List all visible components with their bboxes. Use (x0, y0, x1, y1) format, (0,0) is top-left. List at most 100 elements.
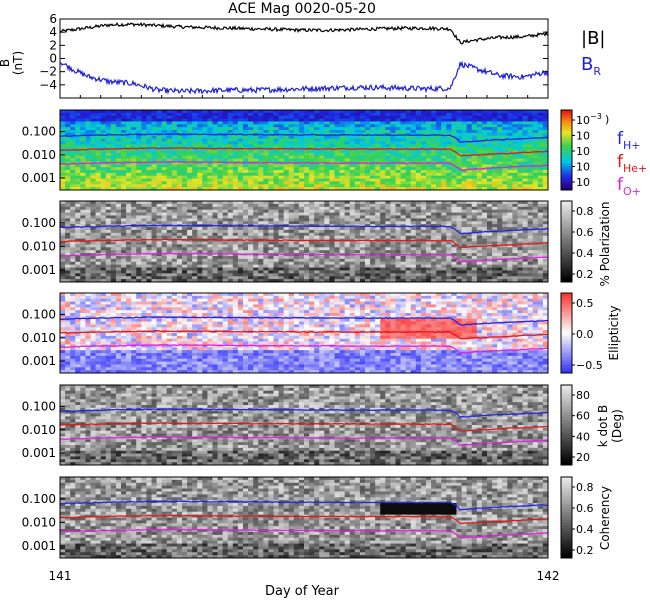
heatmap-cell (512, 115, 518, 120)
heatmap-cell (115, 152, 122, 157)
heatmap-cell (344, 212, 351, 216)
heatmap-cell (70, 170, 76, 174)
heatmap-cell (283, 215, 290, 219)
heatmap-cell (334, 115, 341, 120)
heatmap-cell (151, 244, 158, 248)
heatmap-cell (324, 141, 330, 145)
heatmap-cell (85, 172, 91, 177)
heatmap-cell (436, 184, 442, 188)
heatmap-cell (151, 118, 158, 122)
heatmap-cell (339, 270, 346, 274)
heatmap-cell (339, 167, 346, 171)
heatmap-cell (502, 138, 508, 142)
heatmap-cell (410, 175, 417, 180)
heatmap-cell (456, 164, 463, 168)
heatmap-cell (166, 161, 173, 165)
heatmap-cell (217, 244, 224, 248)
heatmap-cell (537, 172, 544, 177)
heatmap-cell (115, 124, 122, 128)
heatmap-cell (171, 203, 178, 208)
heatmap-cell (293, 115, 300, 120)
heatmap-cell (441, 241, 447, 245)
heatmap-cell (192, 264, 198, 269)
heatmap-cell (319, 167, 325, 171)
heatmap-cell (65, 241, 71, 245)
heatmap-cell (527, 152, 534, 157)
heatmap-cell (105, 172, 112, 177)
heatmap-cell (75, 141, 81, 145)
heatmap-cell (522, 184, 529, 188)
heatmap-cell (426, 115, 432, 120)
heatmap-cell (176, 255, 183, 260)
heatmap-cell (415, 184, 422, 188)
heatmap-cell (80, 118, 86, 122)
heatmap-cell (283, 279, 290, 283)
heatmap-cell (375, 181, 381, 185)
heatmap-cell (314, 258, 320, 263)
heatmap-cell (456, 115, 463, 120)
heatmap-cell (176, 247, 183, 251)
heatmap-cell (176, 221, 183, 225)
heatmap-cell (288, 270, 295, 274)
heatmap-cell (492, 112, 498, 117)
heatmap-cell (298, 130, 305, 134)
heatmap-cell (375, 175, 381, 180)
heatmap-cell (105, 270, 112, 274)
heatmap-cell (131, 144, 137, 148)
heatmap-cell (243, 279, 249, 283)
heatmap-cell (105, 135, 112, 140)
heatmap-cell (141, 276, 147, 280)
heatmap-cell (237, 273, 244, 277)
heatmap-cell (329, 201, 335, 205)
heatmap-cell (314, 172, 320, 177)
heatmap-cell (497, 135, 503, 140)
heatmap-cell (298, 150, 305, 154)
heatmap-cell (334, 244, 341, 248)
heatmap-cell (431, 212, 437, 216)
heatmap-cell (522, 158, 529, 162)
heatmap-cell (237, 244, 244, 248)
heatmap-cell (395, 247, 402, 251)
heatmap-cell (182, 124, 188, 128)
heatmap-cell (268, 164, 274, 168)
heatmap-cell (197, 273, 203, 277)
heatmap-cell (512, 167, 518, 171)
heatmap-cell (334, 152, 341, 157)
colorbar-segment (561, 168, 572, 172)
heatmap-cell (263, 270, 269, 274)
heatmap-cell (349, 175, 356, 180)
heatmap-cell (349, 267, 356, 271)
heatmap-cell (227, 212, 234, 216)
heatmap-cell (187, 141, 193, 145)
heatmap-cell (146, 206, 152, 211)
heatmap-cell (537, 138, 544, 142)
heatmap-cell (278, 250, 285, 254)
heatmap-cell (431, 244, 437, 248)
heatmap-cell (405, 273, 412, 277)
heatmap-cell (182, 203, 188, 208)
heatmap-cell (288, 218, 295, 222)
heatmap-cell (110, 124, 117, 128)
heatmap-cell (431, 178, 437, 182)
heatmap-cell (187, 229, 193, 234)
heatmap-cell (227, 241, 234, 245)
heatmap-cell (415, 167, 422, 171)
heatmap-cell (207, 172, 213, 177)
heatmap-cell (492, 172, 498, 177)
heatmap-cell (385, 152, 391, 157)
colorbar-segment (561, 179, 572, 183)
heatmap-cell (263, 152, 269, 157)
heatmap-cell (431, 175, 437, 180)
heatmap-cell (232, 124, 239, 128)
heatmap-cell (441, 206, 447, 211)
heatmap-cell (370, 124, 376, 128)
heatmap-cell (268, 138, 274, 142)
heatmap-cell (334, 124, 341, 128)
heatmap-cell (95, 232, 102, 237)
heatmap-cell (136, 218, 142, 222)
heatmap-cell (370, 212, 376, 216)
heatmap-cell (187, 158, 193, 162)
heatmap-cell (161, 206, 168, 211)
line-f-o (59, 161, 549, 171)
heatmap-cell (329, 127, 335, 131)
